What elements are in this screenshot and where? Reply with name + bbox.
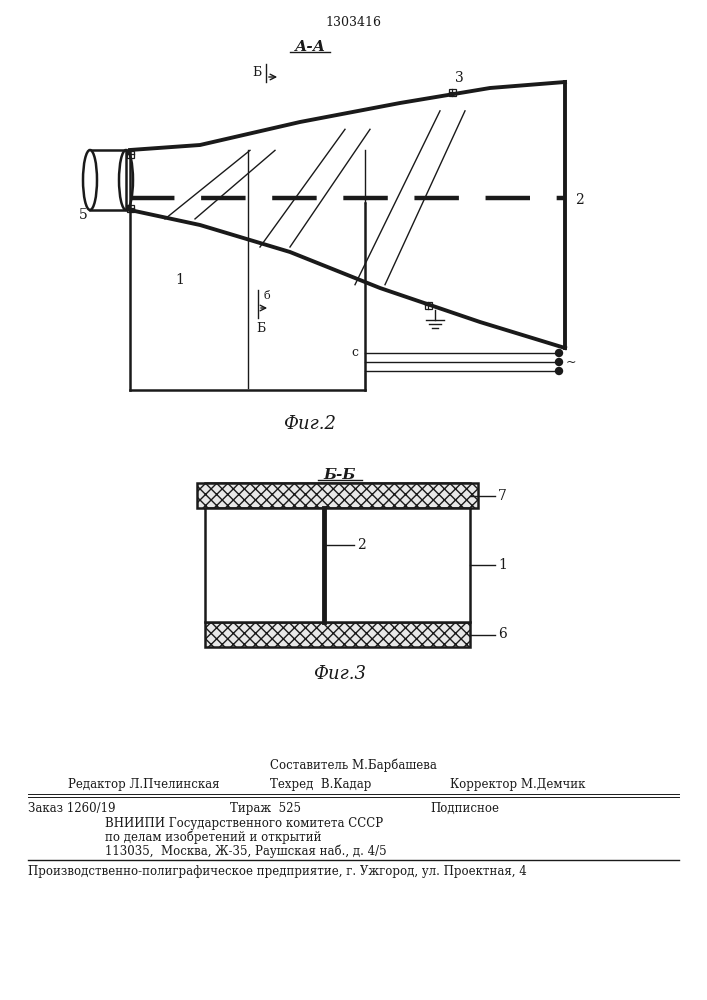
Bar (448, 89, 455, 96)
Text: по делам изобретений и открытий: по делам изобретений и открытий (105, 831, 322, 844)
Text: Составитель М.Барбашева: Составитель М.Барбашева (269, 758, 436, 772)
Bar (197, 483, 478, 508)
Text: Подписное: Подписное (430, 802, 499, 815)
Text: Заказ 1260/19: Заказ 1260/19 (28, 802, 115, 815)
Text: А-А: А-А (294, 40, 325, 54)
Text: Фиг.3: Фиг.3 (313, 665, 366, 683)
Text: 2: 2 (357, 538, 366, 552)
Text: 113035,  Москва, Ж-35, Раушская наб., д. 4/5: 113035, Москва, Ж-35, Раушская наб., д. … (105, 845, 387, 858)
Text: c: c (351, 346, 358, 359)
Bar (90, 150, 126, 210)
Text: Производственно-полиграфическое предприятие, г. Ужгород, ул. Проектная, 4: Производственно-полиграфическое предприя… (28, 865, 527, 878)
Bar (205, 508, 470, 622)
Text: 3: 3 (455, 71, 464, 85)
Text: Фиг.2: Фиг.2 (284, 415, 337, 433)
Text: Техред  В.Кадар: Техред В.Кадар (270, 778, 371, 791)
Text: Корректор М.Демчик: Корректор М.Демчик (450, 778, 585, 791)
Circle shape (556, 350, 563, 357)
Circle shape (556, 359, 563, 365)
Text: 6: 6 (498, 628, 507, 642)
Ellipse shape (83, 150, 97, 210)
Text: 5: 5 (78, 208, 88, 222)
Text: ВНИИПИ Государственного комитета СССР: ВНИИПИ Государственного комитета СССР (105, 817, 383, 830)
Bar (205, 483, 470, 508)
Text: 1: 1 (498, 558, 507, 572)
Bar (205, 622, 470, 647)
Text: 2: 2 (575, 193, 584, 207)
Text: Тираж  525: Тираж 525 (230, 802, 301, 815)
Text: б: б (264, 291, 271, 301)
Text: 1: 1 (175, 273, 185, 287)
Text: Редактор Л.Пчелинская: Редактор Л.Пчелинская (68, 778, 219, 791)
Circle shape (556, 367, 563, 374)
Text: 7: 7 (498, 488, 507, 502)
Bar (424, 302, 431, 308)
Text: Б: Б (252, 66, 262, 79)
Text: ~: ~ (566, 356, 576, 368)
Text: Б: Б (257, 322, 266, 335)
Bar (127, 150, 134, 157)
Text: 1303416: 1303416 (325, 16, 381, 29)
Text: Б-Б: Б-Б (324, 468, 356, 482)
Bar (127, 205, 134, 212)
